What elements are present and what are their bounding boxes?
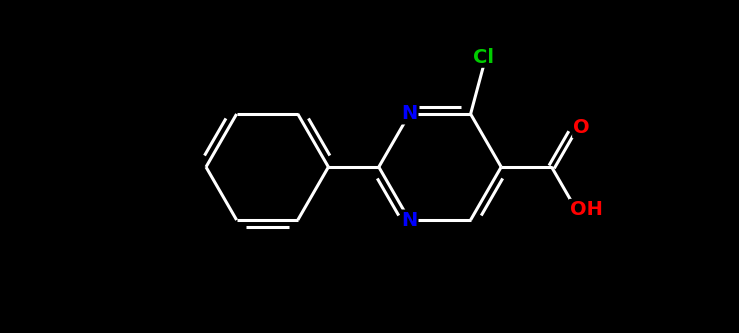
Text: N: N (401, 210, 418, 229)
Text: OH: OH (570, 200, 603, 219)
Text: Cl: Cl (473, 48, 494, 67)
Text: O: O (573, 118, 590, 137)
Text: N: N (401, 105, 418, 124)
